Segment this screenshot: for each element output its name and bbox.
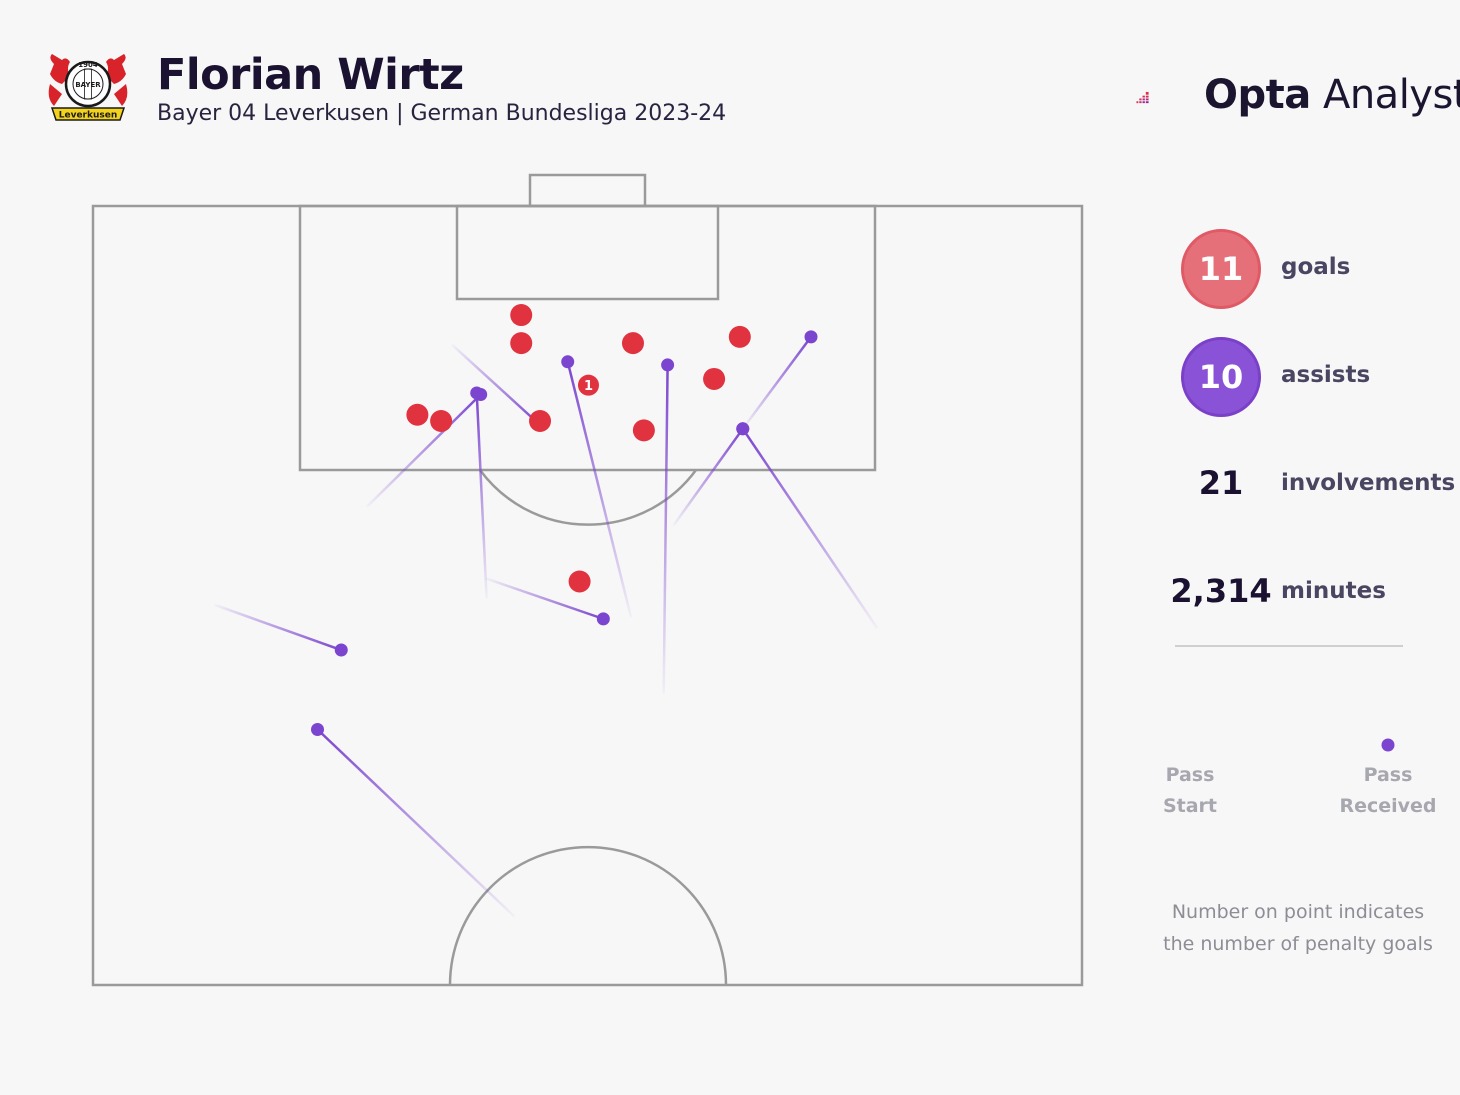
assist-received-point <box>470 386 484 400</box>
bayer-leverkusen-crest-icon: 1904 BAYER Leverkusen <box>48 54 128 121</box>
goal-shot-point <box>510 332 533 355</box>
penalty-arc <box>478 469 698 526</box>
assist-received-point <box>334 643 348 657</box>
assists-count-badge: 10 <box>1181 337 1261 417</box>
goal-frame <box>528 173 647 208</box>
brand-light-text: Analyst <box>1310 72 1460 118</box>
assist-pass-line <box>475 392 488 599</box>
minutes-value: 2,314 <box>1170 572 1272 610</box>
legend-pass-received: Pass Received <box>1338 760 1438 822</box>
involvements-value: 21 <box>1198 464 1244 502</box>
assist-pass-line <box>741 428 879 629</box>
legend-received-dot <box>1381 738 1395 752</box>
legend-end-line1: Pass <box>1363 764 1413 786</box>
brand-bold-text: Opta <box>1204 72 1311 118</box>
goal-layer: 1 <box>406 304 751 593</box>
goal-shot-point <box>728 325 751 348</box>
assist-pass-line <box>316 728 516 918</box>
footnote-line1: Number on point indicates <box>1171 901 1425 923</box>
goal-shot-point <box>632 419 655 442</box>
goal-shot-point <box>703 367 726 390</box>
goal-shot-point <box>577 374 599 396</box>
minutes-label: minutes <box>1281 578 1386 604</box>
penalty-footnote: Number on point indicates the number of … <box>1150 896 1446 960</box>
assist-pass-line <box>485 577 604 621</box>
legend-start-line1: Pass <box>1165 764 1215 786</box>
brand-wordmark: Opta Analyst <box>1204 72 1460 118</box>
penalty-goal-count-label: 1 <box>584 379 593 394</box>
assist-pass-line <box>662 364 669 694</box>
assist-received-point <box>804 330 818 344</box>
goal-shot-point <box>510 304 533 327</box>
opta-bars-icon <box>1136 91 1149 104</box>
centre-circle <box>448 845 728 986</box>
goal-shot-point <box>568 570 591 593</box>
assist-received-point <box>311 722 325 736</box>
crest-bayer-label: BAYER <box>75 81 101 89</box>
assist-pass-line <box>214 603 342 652</box>
six-yard-box <box>455 204 720 301</box>
page-title: Florian Wirtz <box>157 50 464 100</box>
pass-legend-line <box>1190 738 1395 752</box>
legend-start-line2: Start <box>1162 795 1218 817</box>
assist-pass-line <box>672 428 744 527</box>
penalty-area <box>298 204 877 472</box>
goal-shot-point <box>430 410 453 433</box>
assist-pass-line <box>451 343 540 426</box>
assist-pass-line <box>366 393 482 508</box>
goals-count-badge: 11 <box>1181 229 1261 309</box>
assist-pass-line <box>566 361 633 618</box>
goal-shot-point <box>406 403 429 426</box>
assist-received-point <box>561 355 575 369</box>
page-subtitle: Bayer 04 Leverkusen | German Bundesliga … <box>157 101 727 126</box>
assist-received-point <box>661 358 675 372</box>
goal-shot-point <box>529 410 552 433</box>
assist-received-point <box>596 612 610 626</box>
goal-shot-point <box>621 332 644 355</box>
legend-end-line2: Received <box>1339 795 1437 817</box>
legend-pass-start: Pass Start <box>1150 760 1230 822</box>
pitch-markings <box>91 173 1084 987</box>
pitch-outline <box>91 204 1084 987</box>
assist-pass-line <box>741 336 813 430</box>
involvements-label: involvements <box>1281 470 1456 496</box>
stats-divider <box>1175 645 1403 647</box>
crest-city-label: Leverkusen <box>59 111 118 121</box>
assist-received-point <box>736 422 750 436</box>
crest-year-label: 1904 <box>78 61 98 69</box>
goals-label: goals <box>1281 254 1351 280</box>
assists-label: assists <box>1281 362 1371 388</box>
footnote-line2: the number of penalty goals <box>1163 933 1433 955</box>
